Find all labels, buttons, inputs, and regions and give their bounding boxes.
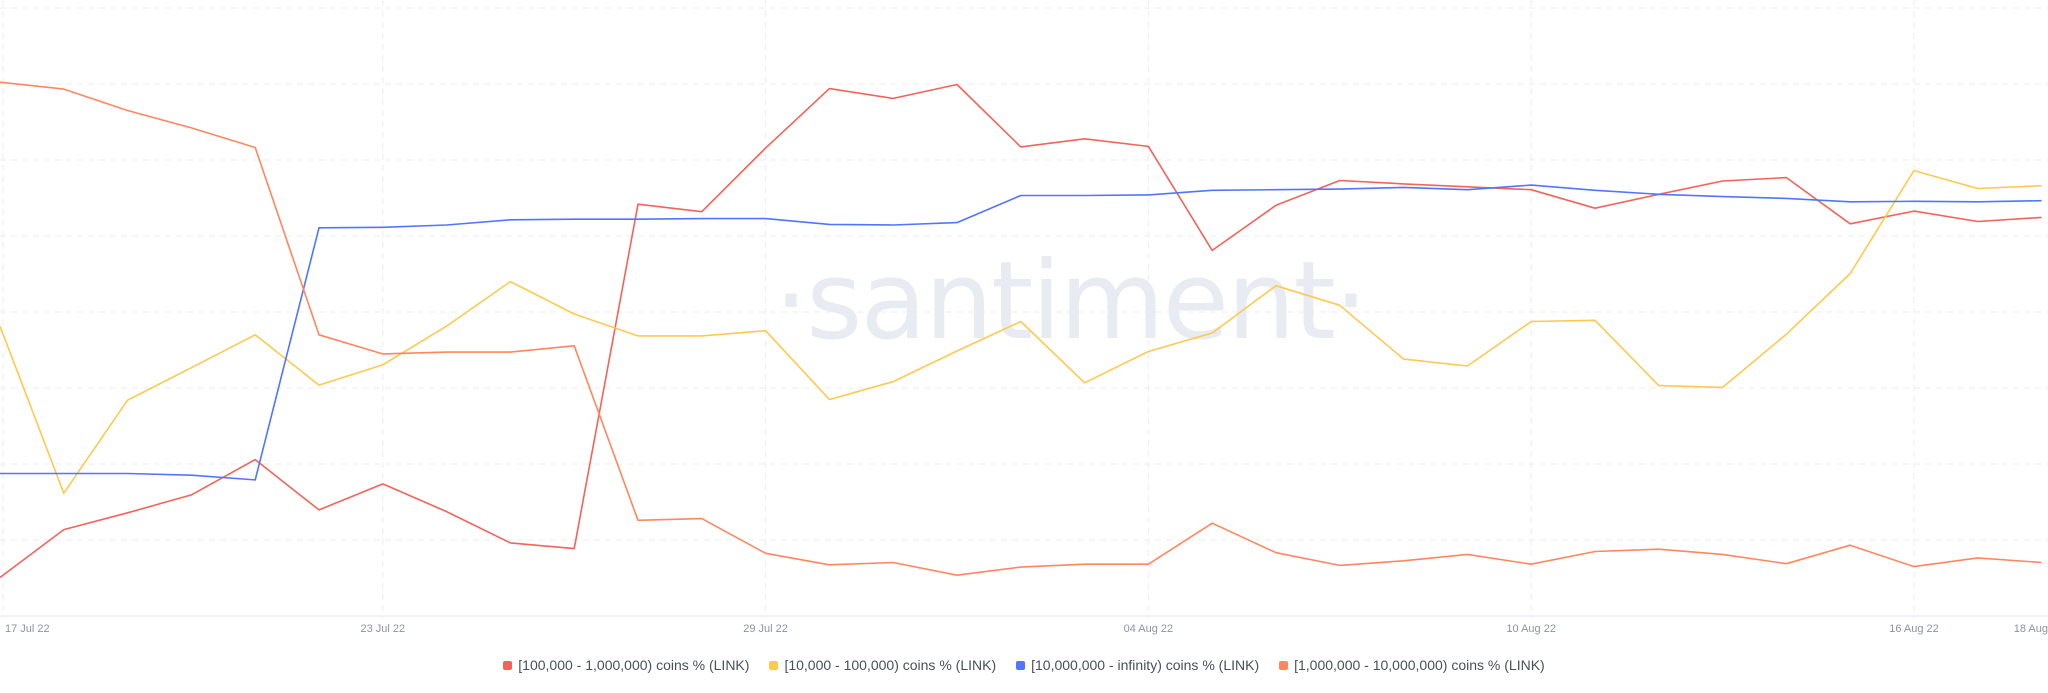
series-line-0	[0, 83, 2042, 579]
chart-legend: [100,000 - 1,000,000) coins % (LINK) [10,…	[0, 657, 2048, 673]
series-lines	[0, 81, 2042, 579]
x-tick-label: 10 Aug 22	[1506, 623, 1556, 635]
legend-label: [10,000,000 - infinity) coins % (LINK)	[1031, 657, 1260, 673]
legend-swatch	[1016, 660, 1026, 670]
legend-label: [1,000,000 - 10,000,000) coins % (LINK)	[1294, 657, 1545, 673]
series-line-3	[0, 81, 2042, 577]
x-tick-label: 18 Aug	[2014, 623, 2048, 635]
series-line-1	[0, 169, 2042, 495]
legend-label: [10,000 - 100,000) coins % (LINK)	[784, 657, 997, 673]
legend-item[interactable]: [10,000,000 - infinity) coins % (LINK)	[1016, 657, 1259, 673]
x-axis-ticks: 17 Jul 22 23 Jul 22 29 Jul 22 04 Aug 22 10 A…	[5, 623, 2048, 635]
x-tick-label: 16 Aug 22	[1889, 623, 1939, 635]
x-tick-label: 17 Jul 22	[5, 623, 50, 635]
x-tick-label: 23 Jul 22	[360, 623, 405, 635]
x-tick-label: 29 Jul 22	[743, 623, 788, 635]
x-tick-label: 04 Aug 22	[1124, 623, 1174, 635]
series-line-2	[0, 184, 2042, 481]
legend-item[interactable]: [100,000 - 1,000,000) coins % (LINK)	[503, 657, 749, 673]
santiment-watermark: ·santiment·	[774, 239, 1366, 364]
legend-swatch	[503, 660, 513, 670]
legend-swatch	[769, 660, 779, 670]
chart-grid	[0, 0, 2048, 618]
legend-item[interactable]: [10,000 - 100,000) coins % (LINK)	[769, 657, 996, 673]
legend-item[interactable]: [1,000,000 - 10,000,000) coins % (LINK)	[1279, 657, 1545, 673]
legend-swatch	[1279, 660, 1289, 670]
legend-label: [100,000 - 1,000,000) coins % (LINK)	[518, 657, 750, 673]
